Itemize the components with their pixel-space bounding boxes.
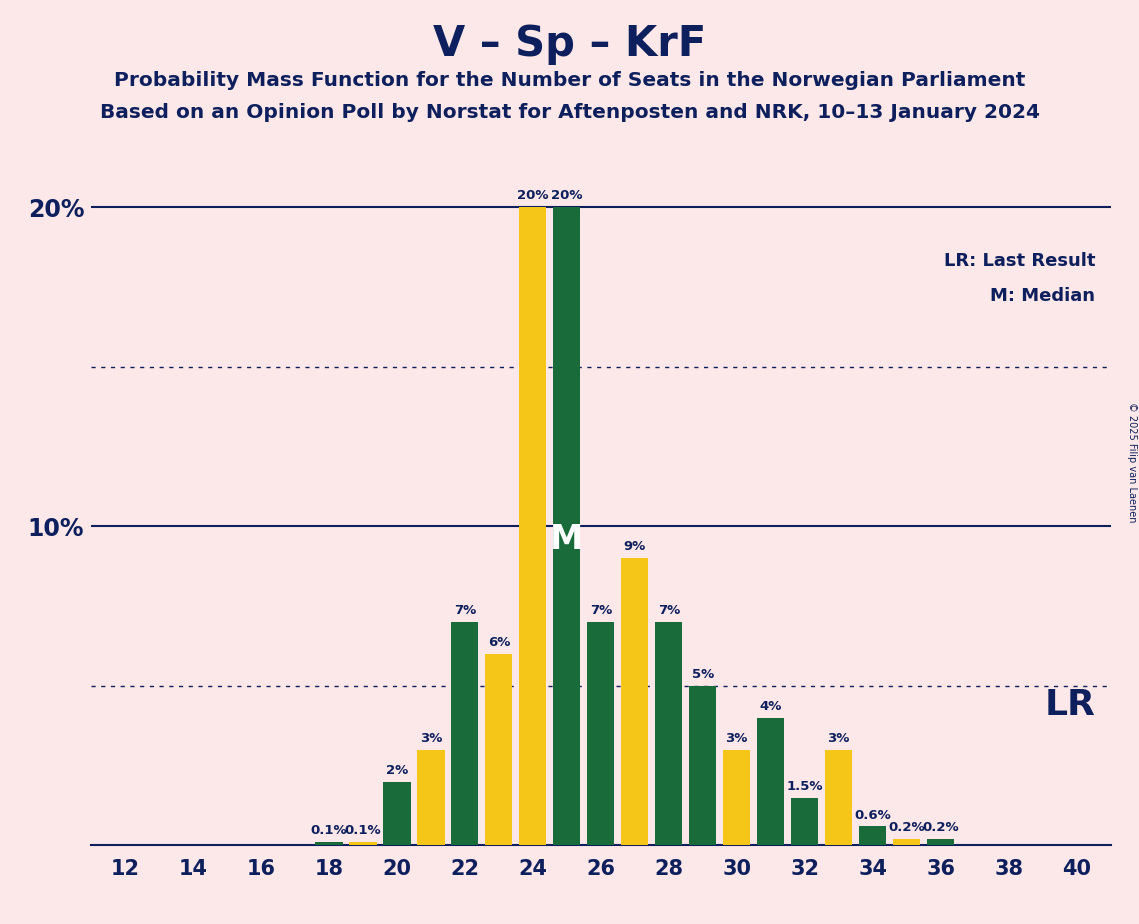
Bar <box>451 622 478 845</box>
Bar <box>621 558 648 845</box>
Text: 7%: 7% <box>657 604 680 617</box>
Text: V – Sp – KrF: V – Sp – KrF <box>433 23 706 65</box>
Bar <box>859 826 886 845</box>
Bar <box>689 686 716 845</box>
Bar <box>316 843 343 845</box>
Text: 9%: 9% <box>624 541 646 553</box>
Text: M: Median: M: Median <box>990 287 1096 305</box>
Bar <box>554 207 581 845</box>
Bar <box>485 654 513 845</box>
Text: 0.2%: 0.2% <box>923 821 959 834</box>
Bar <box>893 839 920 845</box>
Text: 3%: 3% <box>726 732 748 745</box>
Bar <box>350 843 377 845</box>
Text: © 2025 Filip van Laenen: © 2025 Filip van Laenen <box>1126 402 1137 522</box>
Text: 0.2%: 0.2% <box>888 821 925 834</box>
Bar <box>417 749 444 845</box>
Text: 20%: 20% <box>551 189 582 202</box>
Text: 7%: 7% <box>453 604 476 617</box>
Text: LR: Last Result: LR: Last Result <box>944 252 1096 270</box>
Text: 20%: 20% <box>517 189 549 202</box>
Text: 0.6%: 0.6% <box>854 808 891 821</box>
Text: 5%: 5% <box>691 668 714 681</box>
Text: 3%: 3% <box>420 732 442 745</box>
Bar <box>757 718 785 845</box>
Bar <box>792 797 818 845</box>
Text: M: M <box>550 523 583 555</box>
Text: LR: LR <box>1044 687 1096 722</box>
Text: 7%: 7% <box>590 604 612 617</box>
Text: Probability Mass Function for the Number of Seats in the Norwegian Parliament: Probability Mass Function for the Number… <box>114 71 1025 91</box>
Text: 0.1%: 0.1% <box>345 824 382 837</box>
Bar <box>927 839 954 845</box>
Bar <box>384 782 410 845</box>
Bar <box>519 207 547 845</box>
Bar <box>588 622 614 845</box>
Text: 3%: 3% <box>828 732 850 745</box>
Text: 4%: 4% <box>760 700 781 713</box>
Bar <box>655 622 682 845</box>
Text: 2%: 2% <box>386 764 408 777</box>
Bar <box>825 749 852 845</box>
Bar <box>723 749 751 845</box>
Text: 0.1%: 0.1% <box>311 824 347 837</box>
Text: 1.5%: 1.5% <box>786 780 823 793</box>
Text: Based on an Opinion Poll by Norstat for Aftenposten and NRK, 10–13 January 2024: Based on an Opinion Poll by Norstat for … <box>99 103 1040 123</box>
Text: 6%: 6% <box>487 636 510 650</box>
